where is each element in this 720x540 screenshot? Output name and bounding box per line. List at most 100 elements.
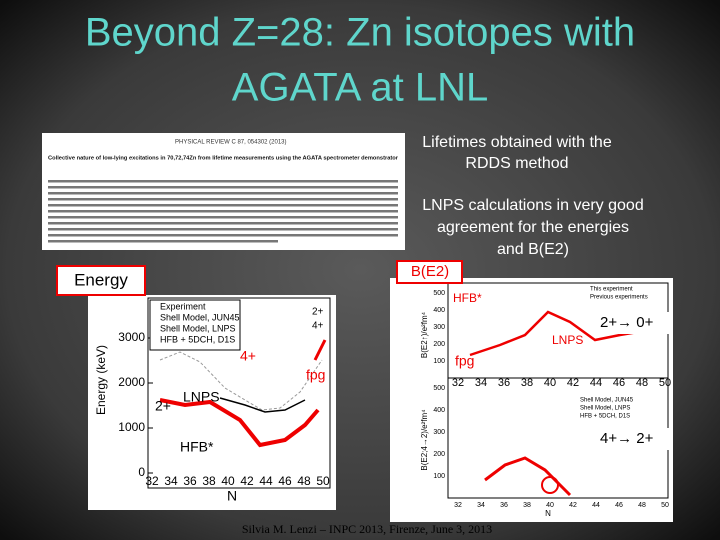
x-tick-label: 48 (297, 474, 311, 488)
legend-box (149, 299, 241, 351)
x-tick-label: 48 (636, 377, 648, 389)
legend-entry: 4+ (312, 321, 324, 332)
paper-text-line (48, 180, 398, 183)
x-axis-label: N (545, 509, 551, 518)
x-tick-label: 44 (259, 474, 273, 488)
legend-entry: This experiment (590, 287, 633, 293)
be2-label: B(E2) (411, 263, 449, 280)
note-line: RDDS method (465, 155, 568, 172)
annotation: 4+ (240, 348, 256, 364)
annotation: 2+→ 0+ (600, 314, 654, 331)
annotation: fpg (306, 367, 325, 383)
note-line: LNPS calculations in very good (422, 197, 643, 214)
legend-entry: Experiment (160, 301, 206, 311)
x-tick-label: 32 (452, 377, 464, 389)
x-tick-label: 46 (278, 474, 292, 488)
x-tick-label: 46 (613, 377, 625, 389)
legend-entry: Shell Model, LNPS (580, 406, 630, 412)
curve-fpg (313, 339, 327, 361)
x-tick-label: 42 (240, 474, 254, 488)
x-tick-label: 40 (544, 377, 556, 389)
label-box (597, 312, 671, 334)
x-tick-label: 46 (615, 502, 623, 509)
x-tick-label: 44 (590, 377, 602, 389)
annotation: LNPS (183, 389, 220, 405)
legend-entry: Shell Model, JUN45 (580, 398, 634, 404)
x-tick-label: 48 (638, 502, 646, 509)
y-tick-label: 100 (433, 473, 445, 480)
y-tick-label: 300 (433, 324, 445, 331)
y-tick-label: 2000 (118, 375, 145, 389)
curve-hfb (159, 398, 320, 448)
x-tick-label: 44 (592, 502, 600, 509)
x-tick-label: 42 (567, 377, 579, 389)
plot-frame (147, 297, 331, 489)
paper-text-line (48, 198, 398, 201)
y-tick-label: 400 (433, 407, 445, 414)
x-tick-label: 32 (145, 474, 159, 488)
paper-journal: PHYSICAL REVIEW C 87, 054302 (2013) (175, 140, 287, 146)
paper-title: Collective nature of low-lying excitatio… (48, 155, 399, 161)
highlight-point (541, 476, 559, 494)
legend-entry: Previous experiments (590, 295, 648, 301)
paper-text-line (48, 228, 398, 231)
curve-be2-top (469, 310, 651, 357)
legend-entry: HFB + 5DCH, D1S (580, 414, 630, 420)
x-tick-label: 34 (164, 474, 178, 488)
title-line: Beyond Z=28: Zn isotopes with (85, 11, 635, 55)
annotation: HFB* (180, 439, 214, 455)
content: Beyond Z=28: Zn isotopes with AGATA at LN… (42, 11, 673, 536)
x-tick-label: 38 (521, 377, 533, 389)
paper-text-line (48, 222, 398, 225)
label-box (595, 428, 673, 450)
y-tick-label: 200 (433, 451, 445, 458)
annotation: 4+→ 2+ (600, 430, 654, 447)
annotation: LNPS (552, 333, 583, 347)
x-tick-label: 42 (569, 502, 577, 509)
x-tick-label: 40 (546, 502, 554, 509)
x-tick-label: 34 (475, 377, 487, 389)
y-axis-label: B(E2↑)/e²fm⁴ (420, 311, 429, 358)
note-line: and B(E2) (497, 241, 569, 258)
x-tick-label: 36 (183, 474, 197, 488)
paper-text-line (48, 210, 398, 213)
x-axis-label: N (227, 488, 237, 504)
y-tick-label: 100 (433, 358, 445, 365)
paper-text-line (48, 240, 278, 243)
annotation: 2+ (155, 398, 171, 414)
y-tick-label: 0 (138, 465, 145, 479)
x-tick-label: 38 (523, 502, 531, 509)
annotation: fpg (455, 353, 474, 369)
curve-lnps (219, 397, 306, 413)
y-axis-label: Energy (keV) (94, 345, 108, 415)
paper-text-line (48, 192, 398, 195)
x-tick-label: 50 (316, 474, 330, 488)
x-tick-label: 32 (454, 502, 462, 509)
energy-label-box (56, 265, 146, 296)
annotation: HFB* (453, 291, 482, 305)
paper-text-line (48, 204, 398, 207)
x-tick-label: 36 (500, 502, 508, 509)
y-tick-label: 1000 (118, 420, 145, 434)
paper-text-line (48, 234, 398, 237)
x-tick-label: 36 (498, 377, 510, 389)
energy-label: Energy (74, 270, 128, 289)
x-tick-label: 40 (221, 474, 235, 488)
note-line: Lifetimes obtained with the (422, 134, 612, 151)
y-tick-label: 200 (433, 341, 445, 348)
legend-entry: Shell Model, LNPS (160, 323, 236, 333)
paper-image (42, 133, 405, 250)
title-line: AGATA at LNL (232, 66, 488, 110)
y-tick-label: 3000 (118, 330, 145, 344)
legend-entry: 2+ (312, 307, 324, 318)
footer: Silvia M. Lenzi – INPC 2013, Firenze, Ju… (242, 522, 492, 536)
y-tick-label: 500 (433, 290, 445, 297)
legend-entry: Shell Model, JUN45 (160, 312, 240, 322)
be2-label-box (396, 260, 463, 284)
x-tick-label: 50 (661, 502, 669, 509)
x-tick-label: 38 (202, 474, 216, 488)
paper-text-line (48, 186, 398, 189)
x-tick-label: 50 (659, 377, 671, 389)
